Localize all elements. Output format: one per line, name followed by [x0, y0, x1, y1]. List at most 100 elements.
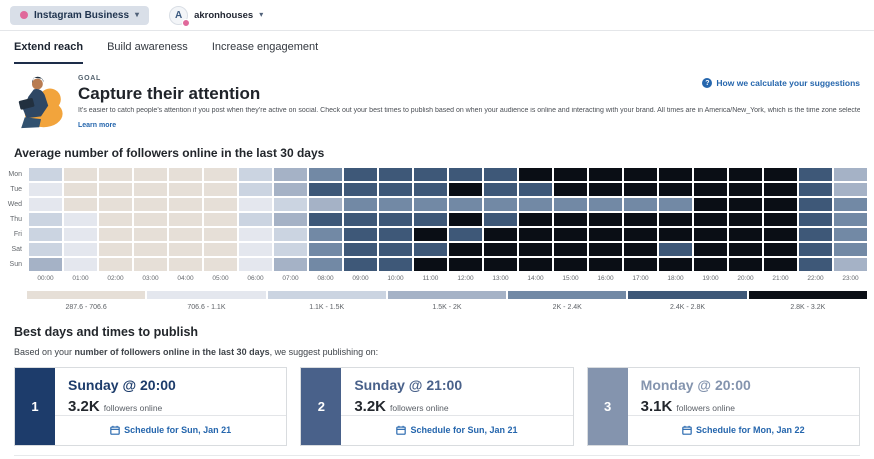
heatmap-cell[interactable]	[204, 168, 237, 181]
heatmap-cell[interactable]	[589, 198, 622, 211]
heatmap-cell[interactable]	[29, 168, 62, 181]
heatmap-cell[interactable]	[624, 243, 657, 256]
heatmap-cell[interactable]	[344, 183, 377, 196]
heatmap-cell[interactable]	[554, 243, 587, 256]
schedule-button[interactable]: Schedule for Sun, Jan 21	[396, 425, 518, 435]
heatmap-cell[interactable]	[29, 258, 62, 271]
heatmap-cell[interactable]	[64, 168, 97, 181]
heatmap-cell[interactable]	[484, 228, 517, 241]
heatmap-cell[interactable]	[484, 183, 517, 196]
tab-build-awareness[interactable]: Build awareness	[107, 41, 188, 53]
heatmap-cell[interactable]	[554, 258, 587, 271]
heatmap-cell[interactable]	[309, 228, 342, 241]
heatmap-cell[interactable]	[344, 198, 377, 211]
heatmap-cell[interactable]	[239, 243, 272, 256]
heatmap-cell[interactable]	[64, 183, 97, 196]
heatmap-cell[interactable]	[834, 243, 867, 256]
heatmap-cell[interactable]	[449, 198, 482, 211]
heatmap-cell[interactable]	[29, 243, 62, 256]
heatmap-cell[interactable]	[274, 183, 307, 196]
heatmap-cell[interactable]	[309, 243, 342, 256]
heatmap-cell[interactable]	[344, 168, 377, 181]
heatmap-cell[interactable]	[764, 183, 797, 196]
heatmap-cell[interactable]	[414, 228, 447, 241]
heatmap-cell[interactable]	[834, 228, 867, 241]
heatmap-cell[interactable]	[764, 198, 797, 211]
heatmap-cell[interactable]	[99, 258, 132, 271]
heatmap-cell[interactable]	[239, 258, 272, 271]
heatmap-cell[interactable]	[64, 213, 97, 226]
heatmap-cell[interactable]	[414, 168, 447, 181]
heatmap-cell[interactable]	[519, 168, 552, 181]
heatmap-cell[interactable]	[799, 213, 832, 226]
heatmap-cell[interactable]	[554, 183, 587, 196]
heatmap-cell[interactable]	[624, 258, 657, 271]
heatmap-cell[interactable]	[379, 213, 412, 226]
heatmap-cell[interactable]	[239, 198, 272, 211]
heatmap-cell[interactable]	[64, 198, 97, 211]
heatmap-cell[interactable]	[694, 198, 727, 211]
heatmap-cell[interactable]	[694, 168, 727, 181]
heatmap-cell[interactable]	[659, 243, 692, 256]
heatmap-cell[interactable]	[484, 168, 517, 181]
tab-extend-reach[interactable]: Extend reach	[14, 41, 84, 64]
heatmap-cell[interactable]	[274, 243, 307, 256]
heatmap-cell[interactable]	[204, 228, 237, 241]
heatmap-cell[interactable]	[379, 258, 412, 271]
heatmap-cell[interactable]	[659, 198, 692, 211]
heatmap-cell[interactable]	[449, 243, 482, 256]
heatmap-cell[interactable]	[239, 213, 272, 226]
heatmap-cell[interactable]	[239, 168, 272, 181]
heatmap-cell[interactable]	[344, 258, 377, 271]
heatmap-cell[interactable]	[729, 168, 762, 181]
heatmap-cell[interactable]	[554, 198, 587, 211]
heatmap-cell[interactable]	[449, 168, 482, 181]
heatmap-cell[interactable]	[624, 183, 657, 196]
heatmap-cell[interactable]	[134, 243, 167, 256]
heatmap-cell[interactable]	[764, 243, 797, 256]
heatmap-cell[interactable]	[29, 213, 62, 226]
heatmap-cell[interactable]	[659, 258, 692, 271]
heatmap-cell[interactable]	[204, 198, 237, 211]
heatmap-cell[interactable]	[414, 213, 447, 226]
heatmap-cell[interactable]	[134, 183, 167, 196]
heatmap-cell[interactable]	[624, 213, 657, 226]
heatmap-cell[interactable]	[519, 198, 552, 211]
heatmap-cell[interactable]	[589, 228, 622, 241]
heatmap-cell[interactable]	[309, 258, 342, 271]
heatmap-cell[interactable]	[554, 213, 587, 226]
heatmap-cell[interactable]	[729, 243, 762, 256]
heatmap-cell[interactable]	[694, 183, 727, 196]
heatmap-cell[interactable]	[344, 213, 377, 226]
heatmap-cell[interactable]	[379, 228, 412, 241]
heatmap-cell[interactable]	[99, 183, 132, 196]
heatmap-cell[interactable]	[799, 168, 832, 181]
heatmap-cell[interactable]	[694, 243, 727, 256]
heatmap-cell[interactable]	[239, 228, 272, 241]
how-we-calculate-link[interactable]: ? How we calculate your suggestions	[702, 78, 860, 88]
heatmap-cell[interactable]	[519, 183, 552, 196]
heatmap-cell[interactable]	[484, 198, 517, 211]
heatmap-cell[interactable]	[414, 258, 447, 271]
heatmap-cell[interactable]	[589, 213, 622, 226]
heatmap-cell[interactable]	[799, 183, 832, 196]
account-selector[interactable]: A akronhouses ▾	[169, 5, 263, 27]
heatmap-cell[interactable]	[99, 168, 132, 181]
heatmap-cell[interactable]	[414, 198, 447, 211]
heatmap-cell[interactable]	[589, 258, 622, 271]
schedule-button[interactable]: Schedule for Mon, Jan 22	[682, 425, 805, 435]
heatmap-cell[interactable]	[274, 168, 307, 181]
heatmap-cell[interactable]	[274, 228, 307, 241]
heatmap-cell[interactable]	[449, 213, 482, 226]
heatmap-cell[interactable]	[274, 198, 307, 211]
heatmap-cell[interactable]	[659, 228, 692, 241]
heatmap-cell[interactable]	[624, 228, 657, 241]
heatmap-cell[interactable]	[799, 258, 832, 271]
heatmap-cell[interactable]	[554, 228, 587, 241]
heatmap-cell[interactable]	[134, 168, 167, 181]
heatmap-cell[interactable]	[764, 258, 797, 271]
heatmap-cell[interactable]	[64, 258, 97, 271]
heatmap-cell[interactable]	[729, 183, 762, 196]
heatmap-cell[interactable]	[309, 183, 342, 196]
heatmap-cell[interactable]	[729, 213, 762, 226]
